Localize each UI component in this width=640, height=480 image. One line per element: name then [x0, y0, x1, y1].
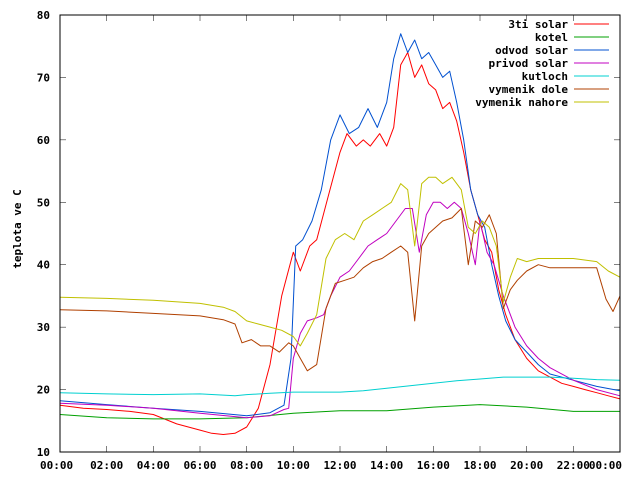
legend-label: 3ti solar [508, 18, 568, 31]
series-line-3ti-solar [59, 52, 621, 435]
legend-label: odvod solar [495, 44, 568, 57]
legend-label: privod solar [489, 57, 569, 70]
y-tick-label: 30 [37, 321, 50, 334]
y-tick-label: 20 [37, 384, 50, 397]
x-tick-label: 22:00 [557, 459, 590, 472]
x-tick-label: 14:00 [370, 459, 403, 472]
x-tick-label: 00:00 [40, 459, 73, 472]
series-line-kutloch [59, 376, 621, 397]
legend-label: vymenik nahore [475, 96, 568, 109]
x-tick-label: 00:00 [589, 459, 622, 472]
x-tick-label: 16:00 [417, 459, 450, 472]
series-line-odvod-solar [59, 33, 621, 417]
y-tick-label: 50 [37, 196, 50, 209]
x-tick-label: 08:00 [230, 459, 263, 472]
y-axis-title: teplota ve C [11, 189, 24, 268]
x-tick-label: 06:00 [183, 459, 216, 472]
x-tick-label: 20:00 [510, 459, 543, 472]
plot-frame [59, 14, 621, 453]
x-tick-label: 10:00 [277, 459, 310, 472]
series-line-kotel [59, 404, 620, 420]
series-line-vymenik-nahore [59, 176, 621, 347]
x-tick-label: 18:00 [463, 459, 496, 472]
x-tick-label: 12:00 [323, 459, 356, 472]
legend-label: kutloch [522, 70, 568, 83]
series-lines [59, 33, 621, 435]
axis-ticks: 10 20 30 40 50 60 70 80 00:00 02:00 04:00 06:00 08:0… [37, 9, 622, 472]
x-tick-label: 02:00 [90, 459, 123, 472]
y-tick-label: 10 [37, 446, 50, 459]
legend-label: kotel [535, 31, 568, 44]
legend-label: vymenik dole [489, 83, 569, 96]
y-tick-label: 80 [37, 9, 50, 22]
y-tick-label: 70 [37, 71, 50, 84]
y-tick-label: 40 [37, 259, 50, 272]
series-line-vymenik-dole [59, 208, 621, 372]
x-tick-label: 04:00 [137, 459, 170, 472]
series-line-privod-solar [59, 201, 621, 419]
y-tick-label: 60 [37, 134, 50, 147]
